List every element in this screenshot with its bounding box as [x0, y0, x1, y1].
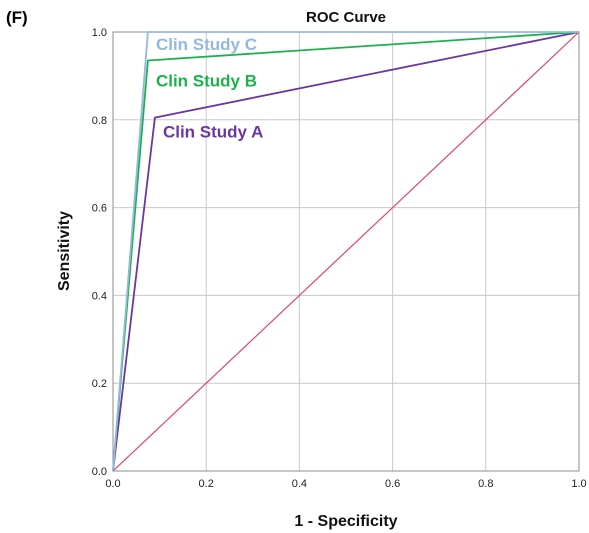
y-tick-label: 0.0: [92, 466, 107, 478]
x-tick-label: 0.8: [478, 478, 493, 490]
series-lines: [112, 31, 580, 472]
y-tick-label: 0.8: [92, 115, 107, 127]
x-tick-label: 0.4: [292, 478, 307, 490]
clin-study-a-label: Clin Study A: [163, 123, 263, 142]
y-tick-label: 0.4: [92, 290, 107, 302]
x-tick-label: 0.0: [105, 478, 120, 490]
x-tick-label: 1.0: [571, 478, 586, 490]
reference-line: [112, 31, 580, 472]
chart-title: ROC Curve: [306, 9, 386, 26]
clin-study-a-line: [112, 31, 580, 472]
clin-study-c-line: [112, 31, 579, 472]
clin-study-b-label: Clin Study B: [156, 72, 257, 91]
y-tick-label: 1.0: [92, 27, 107, 39]
x-tick-label: 0.2: [199, 478, 214, 490]
clin-study-c-label: Clin Study C: [156, 35, 257, 54]
panel-label: (F): [6, 8, 28, 27]
y-axis-label: Sensitivity: [56, 211, 73, 291]
series-labels: Clin Study C Clin Study B Clin Study A: [156, 35, 263, 142]
x-axis-label: 1 - Specificity: [294, 513, 397, 530]
x-tick-label: 0.6: [385, 478, 400, 490]
y-axis-ticks: 0.0 0.2 0.4 0.6 0.8 1.0: [92, 27, 107, 478]
y-tick-label: 0.2: [92, 378, 107, 390]
x-axis-ticks: 0.0 0.2 0.4 0.6 0.8 1.0: [105, 478, 586, 490]
y-tick-label: 0.6: [92, 203, 107, 215]
